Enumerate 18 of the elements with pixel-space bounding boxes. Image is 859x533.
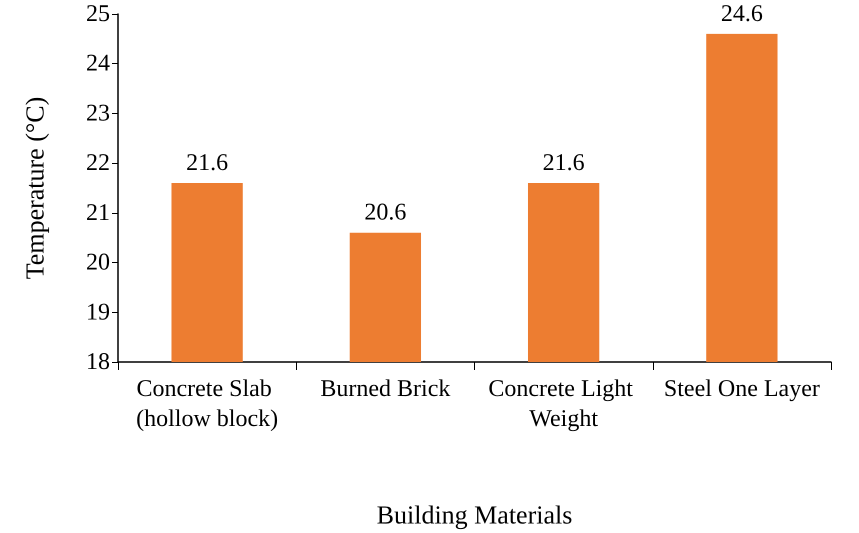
data-label: 20.6	[364, 200, 406, 226]
x-tick-label: Concrete Slab (hollow block)	[136, 376, 278, 432]
y-tick-label: 22	[86, 150, 110, 176]
y-axis-title: Temperature (°C)	[20, 96, 50, 280]
x-tick-label: Concrete Light Weight	[488, 376, 639, 432]
y-tick-label: 19	[86, 299, 110, 326]
y-tick-label: 23	[86, 100, 110, 126]
y-tick-label: 25	[86, 1, 110, 27]
y-tick-label: 24	[86, 50, 110, 77]
x-tick-label: Burned Brick	[320, 376, 450, 402]
y-tick-label: 20	[86, 250, 110, 276]
y-tick-label: 21	[86, 200, 110, 226]
y-tick-label: 18	[86, 349, 110, 375]
x-tick-label: Steel One Layer	[664, 376, 820, 402]
data-label: 21.6	[542, 150, 585, 176]
data-label: 24.6	[720, 0, 763, 27]
x-axis-title: Building Materials	[376, 500, 572, 530]
data-label: 21.6	[186, 150, 228, 176]
